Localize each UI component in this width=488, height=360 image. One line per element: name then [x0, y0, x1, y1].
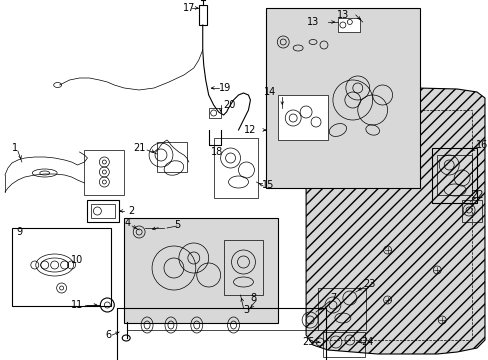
Text: 15: 15 [262, 180, 274, 190]
Bar [198, 5, 206, 25]
Polygon shape [305, 88, 484, 354]
Text: 11: 11 [71, 300, 83, 310]
Text: 25: 25 [301, 337, 314, 347]
Text: 9: 9 [17, 227, 23, 237]
Text: 21: 21 [133, 143, 145, 153]
Bar [157, 142, 186, 172]
Bar [213, 138, 258, 198]
Text: 13: 13 [306, 17, 319, 27]
Bar [436, 155, 471, 195]
Bar [12, 228, 111, 306]
Text: 6: 6 [105, 330, 111, 340]
Bar [317, 288, 365, 330]
Text: 16: 16 [475, 140, 487, 150]
Bar [208, 108, 220, 118]
Text: 18: 18 [210, 147, 223, 157]
Bar [431, 148, 476, 203]
Bar [124, 218, 278, 323]
Text: 22: 22 [470, 190, 482, 200]
Text: 23: 23 [363, 279, 375, 289]
Text: 7: 7 [329, 293, 335, 303]
Text: 17: 17 [182, 3, 195, 13]
Text: 19: 19 [218, 83, 230, 93]
Text: 10: 10 [71, 255, 83, 265]
Text: 3: 3 [243, 305, 249, 315]
Bar [266, 8, 420, 188]
Text: 8: 8 [250, 293, 256, 303]
Bar [91, 204, 115, 218]
Bar [223, 240, 263, 295]
Bar [278, 95, 327, 140]
Text: 1: 1 [12, 143, 18, 153]
Text: 4: 4 [124, 218, 130, 228]
Bar [84, 150, 124, 195]
Bar [337, 18, 359, 32]
Text: 20: 20 [223, 100, 236, 110]
Text: 14: 14 [264, 87, 276, 97]
Text: 12: 12 [244, 125, 256, 135]
Bar [87, 200, 119, 222]
Text: 13: 13 [336, 10, 348, 20]
Bar [323, 332, 364, 357]
Bar [117, 308, 325, 360]
Text: 5: 5 [173, 220, 180, 230]
Text: 24: 24 [361, 337, 373, 347]
Bar [461, 200, 481, 222]
Text: 2: 2 [128, 206, 134, 216]
